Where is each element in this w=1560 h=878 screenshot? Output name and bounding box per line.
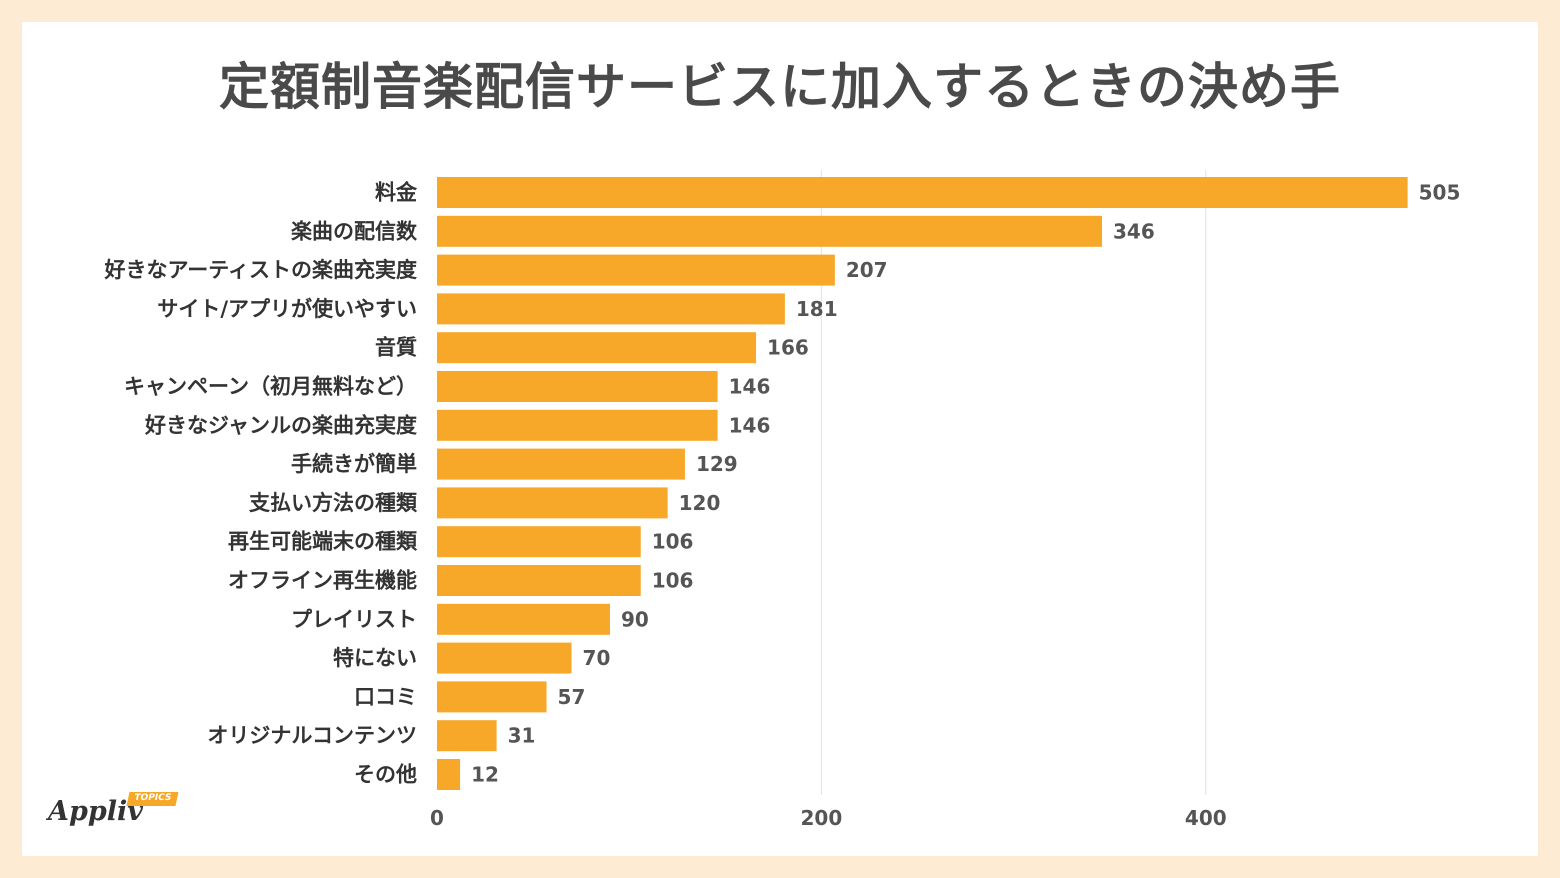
x-tick-label: 0 <box>430 806 444 830</box>
category-label: 楽曲の配信数 <box>291 219 418 243</box>
bar <box>437 254 835 286</box>
category-label: キャンペーン（初月無料など） <box>124 375 417 399</box>
category-label: 手続きが簡単 <box>291 452 417 476</box>
category-label: 支払い方法の種類 <box>249 491 418 515</box>
bar <box>437 293 785 325</box>
bar <box>437 720 497 752</box>
value-label: 31 <box>508 724 536 748</box>
bar <box>437 681 547 713</box>
value-label: 90 <box>621 607 649 631</box>
bar <box>437 642 572 674</box>
applivtopics-logo: Appliv TOPICS <box>48 792 188 834</box>
value-label: 207 <box>846 258 888 282</box>
value-label: 57 <box>558 685 586 709</box>
category-label: 好きなジャンルの楽曲充実度 <box>144 413 417 437</box>
bar <box>437 487 668 519</box>
value-label: 146 <box>729 375 771 399</box>
chart-card <box>22 22 1538 856</box>
value-label: 106 <box>652 569 694 593</box>
bar <box>437 448 685 480</box>
bar <box>437 215 1103 247</box>
category-label: 料金 <box>375 181 418 205</box>
value-label: 505 <box>1419 181 1461 205</box>
bar <box>437 177 1408 208</box>
value-label: 106 <box>652 530 694 554</box>
bar <box>437 759 461 790</box>
category-label: オリジナルコンテンツ <box>207 724 417 748</box>
category-label: 再生可能端末の種類 <box>228 530 418 554</box>
category-label: その他 <box>354 763 417 787</box>
category-label: 口コミ <box>354 685 417 709</box>
category-label: プレイリスト <box>291 607 417 631</box>
bar <box>437 409 718 441</box>
category-label: 音質 <box>375 336 417 360</box>
category-label: オフライン再生機能 <box>228 569 417 593</box>
x-tick-label: 400 <box>1185 806 1227 830</box>
value-label: 166 <box>767 336 809 360</box>
bar <box>437 526 641 558</box>
value-label: 129 <box>696 452 738 476</box>
chart-title: 定額制音楽配信サービスに加入するときの決め手 <box>219 58 1341 116</box>
logo-badge: TOPICS <box>126 792 179 806</box>
x-tick-label: 200 <box>801 806 843 830</box>
category-label: 特にない <box>333 646 417 670</box>
bar <box>437 565 641 596</box>
value-label: 12 <box>471 763 499 787</box>
value-label: 70 <box>583 646 611 670</box>
value-label: 346 <box>1113 219 1155 243</box>
bar <box>437 371 718 402</box>
category-label: 好きなアーティストの楽曲充実度 <box>104 258 417 282</box>
bar <box>437 332 757 364</box>
value-label: 146 <box>729 413 771 437</box>
category-label: サイト/アプリが使いやすい <box>157 297 417 321</box>
value-label: 181 <box>796 297 838 321</box>
bar <box>437 603 610 635</box>
value-label: 120 <box>679 491 721 515</box>
